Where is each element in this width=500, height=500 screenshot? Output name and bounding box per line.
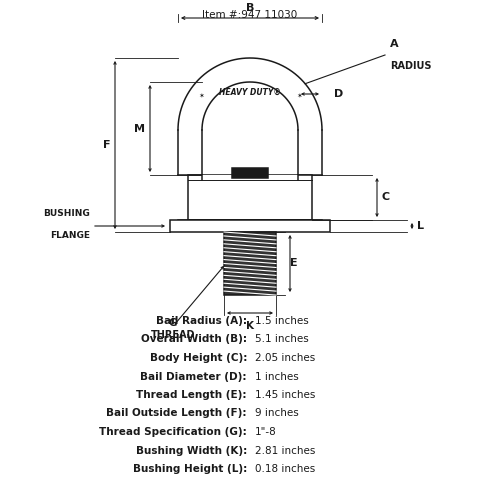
Text: L: L (417, 221, 424, 231)
Text: F: F (102, 140, 110, 150)
Text: K: K (246, 321, 254, 331)
Text: 0.18 inches: 0.18 inches (255, 464, 316, 474)
Text: Bail Outside Length (F):: Bail Outside Length (F): (106, 408, 247, 418)
Bar (202, 175, 298, 180)
Text: B: B (246, 3, 254, 13)
Bar (178, 220, 322, 228)
Text: 1 inches: 1 inches (255, 372, 299, 382)
Text: M: M (134, 124, 145, 134)
Text: ✶: ✶ (198, 92, 204, 98)
Text: THREAD: THREAD (151, 330, 195, 340)
Text: Thread Length (E):: Thread Length (E): (136, 390, 247, 400)
Text: 2.81 inches: 2.81 inches (255, 446, 316, 456)
Text: Bushing Height (L):: Bushing Height (L): (133, 464, 247, 474)
Text: 9 inches: 9 inches (255, 408, 299, 418)
Text: C: C (382, 192, 390, 202)
Text: ✶: ✶ (296, 92, 302, 98)
Text: FLANGE: FLANGE (50, 231, 90, 240)
Text: Item #:947 11030: Item #:947 11030 (202, 10, 298, 20)
Text: 1.5 inches: 1.5 inches (255, 316, 309, 326)
Text: 1.45 inches: 1.45 inches (255, 390, 316, 400)
Text: Body Height (C):: Body Height (C): (150, 353, 247, 363)
Bar (232, 168, 268, 178)
Bar (188, 220, 312, 228)
Text: BUSHING: BUSHING (44, 209, 90, 218)
Text: Bushing Width (K):: Bushing Width (K): (136, 446, 247, 456)
Text: 1"-8: 1"-8 (255, 427, 277, 437)
Text: 5.1 inches: 5.1 inches (255, 334, 309, 344)
Bar (188, 175, 312, 220)
Text: A: A (390, 39, 398, 49)
Text: E: E (290, 258, 298, 268)
Text: Bail Diameter (D):: Bail Diameter (D): (140, 372, 247, 382)
Text: HEAVY DUTY®: HEAVY DUTY® (219, 88, 281, 98)
Text: Thread Specification (G):: Thread Specification (G): (99, 427, 247, 437)
Text: RADIUS: RADIUS (390, 61, 432, 71)
Text: Bail Radius (A):: Bail Radius (A): (156, 316, 247, 326)
Text: D: D (334, 89, 343, 99)
Bar (170, 220, 330, 232)
Text: Overall Width (B):: Overall Width (B): (141, 334, 247, 344)
Text: G: G (169, 318, 177, 328)
Text: 2.05 inches: 2.05 inches (255, 353, 316, 363)
Bar (224, 232, 276, 295)
